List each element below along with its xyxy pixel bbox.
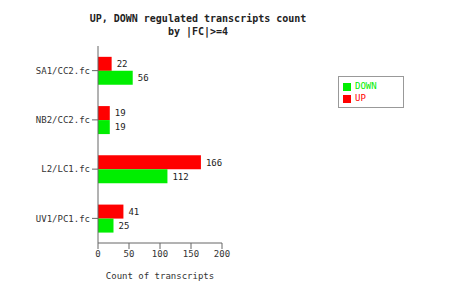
- svg-text:22: 22: [117, 59, 128, 69]
- svg-text:56: 56: [138, 73, 149, 83]
- svg-text:50: 50: [124, 249, 135, 259]
- html-text:by |FC|>=4: by |FC|>=4: [167, 26, 229, 37]
- svg-text:SA1/CC2.fc: SA1/CC2.fc: [36, 66, 90, 76]
- svg-text:100: 100: [152, 249, 168, 259]
- html-text:UP, DOWN regulated transcripts: UP, DOWN regulated transcripts count: [89, 13, 307, 24]
- svg-text:L2/LC1.fc: L2/LC1.fc: [41, 164, 90, 174]
- svg-text:25: 25: [119, 221, 130, 231]
- svg-text:150: 150: [183, 249, 199, 259]
- html-text:DOWN: DOWN: [355, 81, 377, 91]
- svg-text:166: 166: [206, 158, 222, 168]
- svg-text:41: 41: [128, 207, 139, 217]
- svg-text:19: 19: [115, 122, 126, 132]
- svg-text:19: 19: [115, 108, 126, 118]
- svg-text:NB2/CC2.fc: NB2/CC2.fc: [36, 115, 90, 125]
- html-text:UP: UP: [355, 93, 366, 103]
- svg-text:200: 200: [214, 249, 230, 259]
- svg-text:Count of transcripts: Count of transcripts: [106, 271, 214, 281]
- svg-text:112: 112: [172, 172, 188, 182]
- svg-text:0: 0: [95, 249, 100, 259]
- svg-text:UV1/PC1.fc: UV1/PC1.fc: [36, 214, 90, 224]
